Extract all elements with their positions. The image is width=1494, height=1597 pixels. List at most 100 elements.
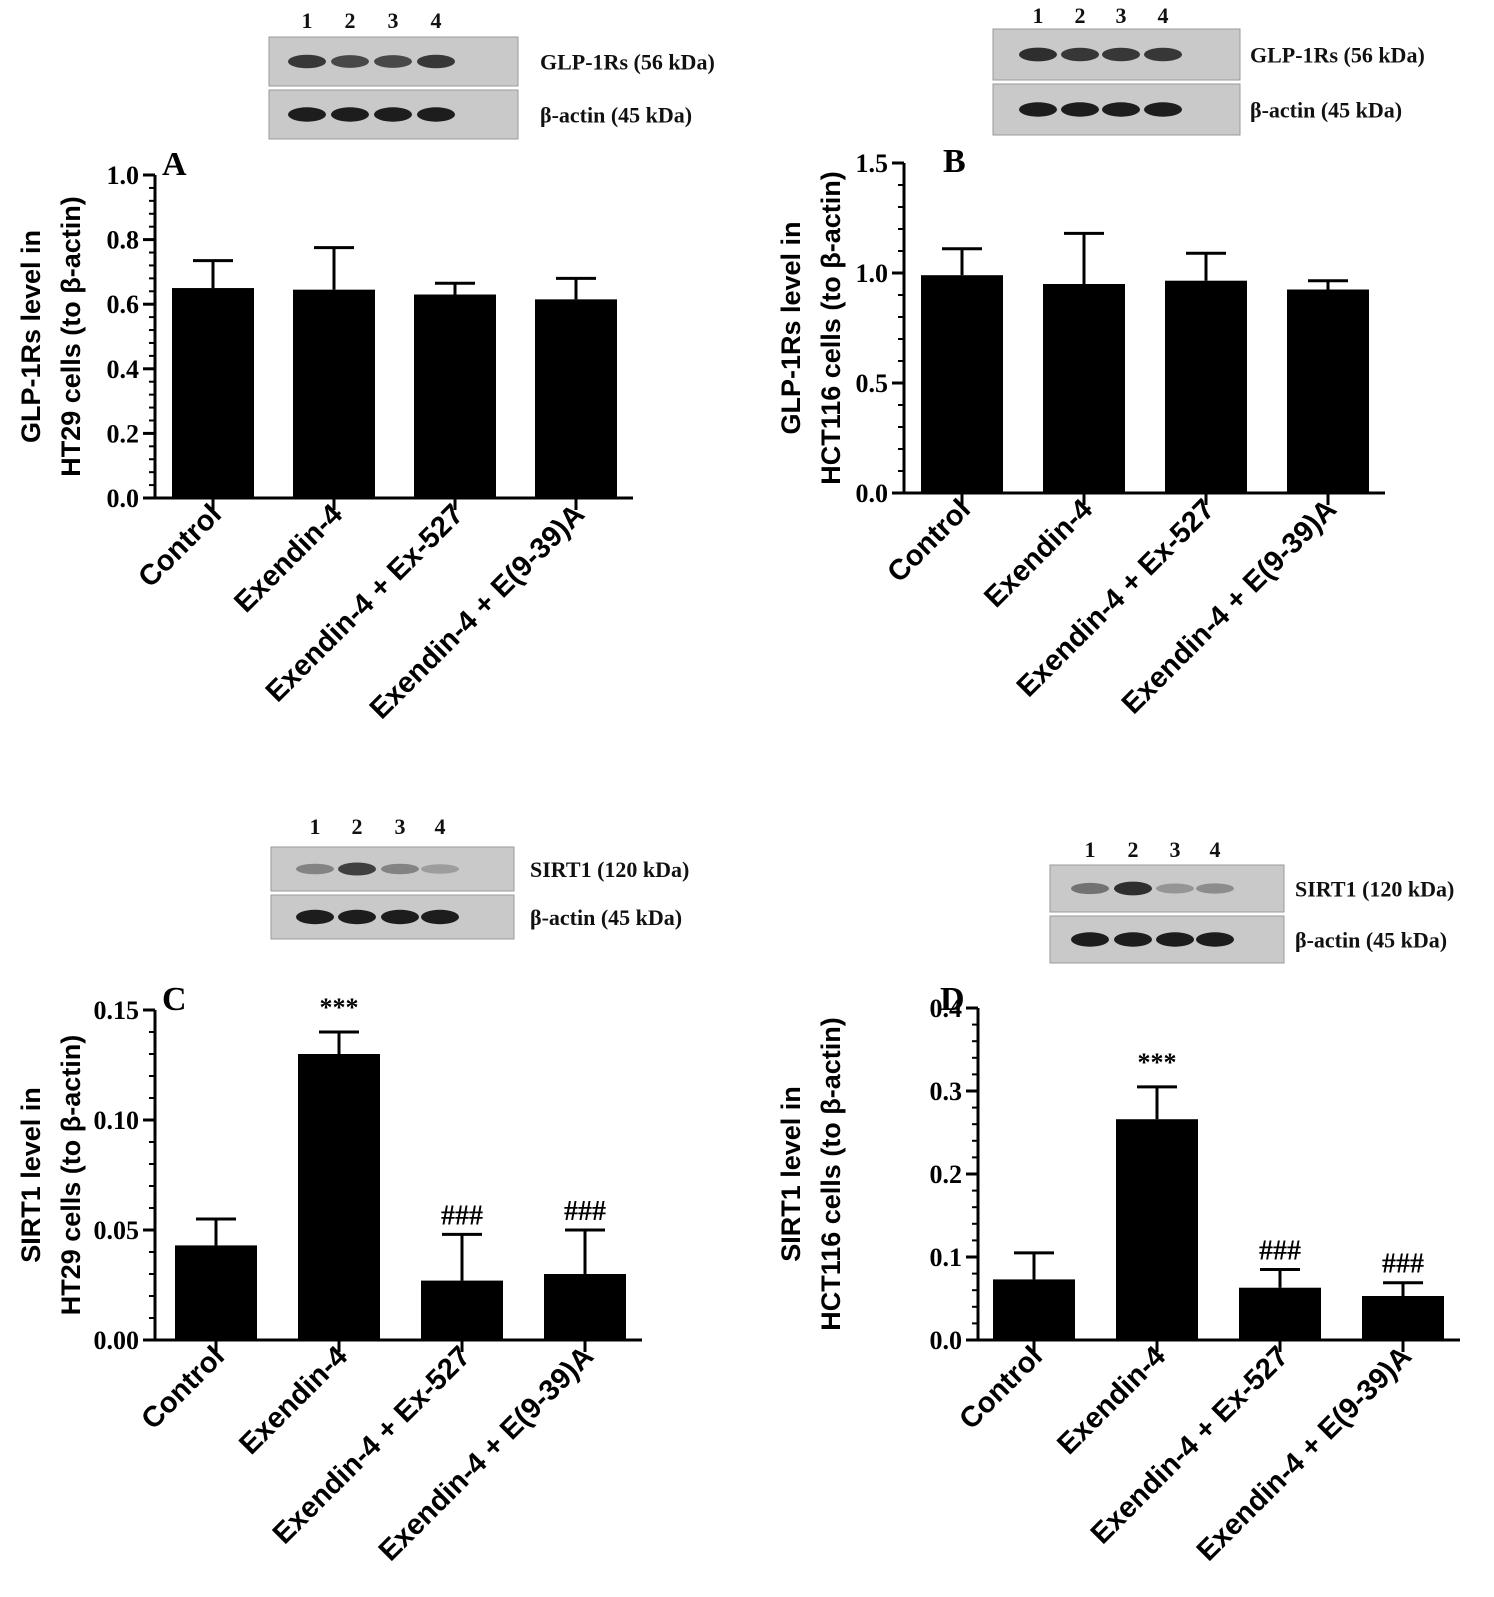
x-tick-label: Exendin-4 + Ex-527: [260, 498, 470, 708]
y-tick-label: 0.00: [94, 1326, 140, 1355]
blot-band: [1196, 883, 1234, 894]
y-axis-label: HT29 cells (to β-actin): [56, 196, 86, 477]
y-axis-label: HCT116 cells (to β-actin): [816, 1017, 846, 1331]
bar: [993, 1279, 1075, 1340]
blot-band: [1071, 882, 1109, 895]
bar-chart: 0.00 0.05 0.10 0.15 C SIRT1 level in HT29 cell…: [16, 981, 642, 1568]
panel-label: D: [940, 981, 965, 1018]
significance-label: ###: [1382, 1249, 1424, 1280]
blot-band: [296, 909, 334, 925]
western-blot: 1 2 3 4 SIRT1 (120 kDa) β-actin (45 kDa): [270, 814, 689, 940]
blot-band: [1156, 932, 1194, 947]
western-blot: 1 2 3 4 SIRT1 (120 kDa) β-actin (45 kDa): [1049, 837, 1454, 964]
lane-number: 3: [1170, 837, 1181, 862]
bar: [175, 1245, 257, 1340]
blot-band: [1196, 932, 1234, 947]
y-tick-label: 0.5: [856, 369, 889, 398]
y-tick-label: 0.2: [107, 419, 140, 448]
significance-label: ###: [441, 1200, 483, 1231]
significance-label: ***: [1138, 1048, 1177, 1077]
y-tick-label: 1.5: [856, 149, 889, 178]
blot-row-label: β-actin (45 kDa): [540, 103, 692, 128]
lane-number: 3: [395, 814, 406, 839]
bar: [414, 294, 496, 498]
blot-row-label: β-actin (45 kDa): [1250, 98, 1402, 123]
panel-label: C: [162, 981, 187, 1018]
western-blot: 1 2 3 4 GLP-1Rs (56 kDa) β-actin (45 kDa): [268, 8, 715, 140]
y-tick-label: 0.8: [107, 226, 140, 255]
bar: [535, 299, 617, 498]
x-tick-label: Control: [953, 1340, 1049, 1436]
bar: [293, 289, 375, 498]
blot-band: [1071, 932, 1109, 947]
lane-number: 4: [431, 8, 442, 33]
y-tick-label: 0.0: [856, 479, 889, 508]
blot-band: [1114, 932, 1152, 947]
significance-label: ***: [320, 993, 359, 1022]
blot-row-label: β-actin (45 kDa): [530, 905, 682, 930]
blot-band: [288, 107, 326, 122]
y-tick-label: 0.0: [107, 484, 140, 513]
x-tick-label: Exendin-4: [233, 1340, 354, 1461]
blot-band: [1061, 47, 1099, 62]
y-tick-label: 0.4: [930, 994, 963, 1023]
blot-row-label: SIRT1 (120 kDa): [530, 857, 689, 882]
blot-band: [1019, 47, 1057, 62]
bar: [1287, 289, 1369, 493]
x-tick-label: Control: [881, 493, 977, 589]
blot-band: [288, 54, 326, 69]
blot-band: [1019, 102, 1057, 117]
significance-label: ###: [564, 1196, 606, 1227]
x-tick-label: Exendin-4: [228, 498, 349, 619]
blot-band: [381, 909, 419, 925]
significance-label: ###: [1259, 1235, 1301, 1266]
y-tick-label: 0.05: [94, 1216, 140, 1245]
blot-band: [1061, 102, 1099, 117]
blot-band: [1114, 881, 1152, 896]
x-tick-label: Exendin-4 + Ex-527: [1085, 1340, 1295, 1550]
y-tick-label: 0.10: [94, 1106, 140, 1135]
y-tick-label: 1.0: [107, 161, 140, 190]
lane-number: 2: [1075, 3, 1086, 28]
bar-chart: 0.0 0.5 1.0 1.5 B GLP-1Rs level in HCT116 cell…: [776, 143, 1385, 721]
lane-number: 3: [388, 8, 399, 33]
blot-band: [1144, 102, 1182, 117]
lane-number: 4: [1158, 3, 1169, 28]
x-tick-label: Exendin-4 + Ex-527: [267, 1340, 477, 1550]
blot-band: [417, 107, 455, 122]
y-tick-label: 0.1: [930, 1243, 963, 1272]
y-tick-label: 0.2: [930, 1160, 963, 1189]
panel-label: A: [162, 146, 187, 183]
lane-number: 2: [1128, 837, 1139, 862]
x-tick-label: Exendin-4 + E(9-39)A: [373, 1340, 600, 1567]
y-axis-label: SIRT1 level in: [16, 1087, 46, 1263]
blot-band: [338, 862, 376, 876]
lane-number: 4: [435, 814, 446, 839]
x-tick-label: Control: [135, 1340, 231, 1436]
lane-number: 2: [352, 814, 363, 839]
y-tick-label: 0.15: [94, 996, 140, 1025]
lane-number: 3: [1116, 3, 1127, 28]
bar: [298, 1054, 380, 1340]
blot-row-label: GLP-1Rs (56 kDa): [540, 50, 715, 75]
lane-number: 2: [345, 8, 356, 33]
blot-band: [1144, 47, 1182, 62]
blot-band: [381, 863, 419, 875]
y-tick-label: 1.0: [856, 259, 889, 288]
y-tick-label: 0.4: [107, 355, 140, 384]
bar: [1239, 1287, 1321, 1340]
blot-row-label: GLP-1Rs (56 kDa): [1250, 43, 1425, 68]
bar: [1362, 1296, 1444, 1340]
x-tick-label: Exendin-4 + E(9-39)A: [1116, 493, 1343, 720]
blot-row-label: β-actin (45 kDa): [1295, 928, 1447, 953]
x-tick-label: Exendin-4: [978, 493, 1099, 614]
x-tick-label: Control: [132, 498, 228, 594]
bar: [1165, 280, 1247, 493]
y-axis-label: GLP-1Rs level in: [776, 221, 806, 434]
bar: [1116, 1119, 1198, 1340]
bar: [921, 275, 1003, 493]
western-blot: 1 2 3 4 GLP-1Rs (56 kDa) β-actin (45 kDa): [992, 3, 1425, 136]
